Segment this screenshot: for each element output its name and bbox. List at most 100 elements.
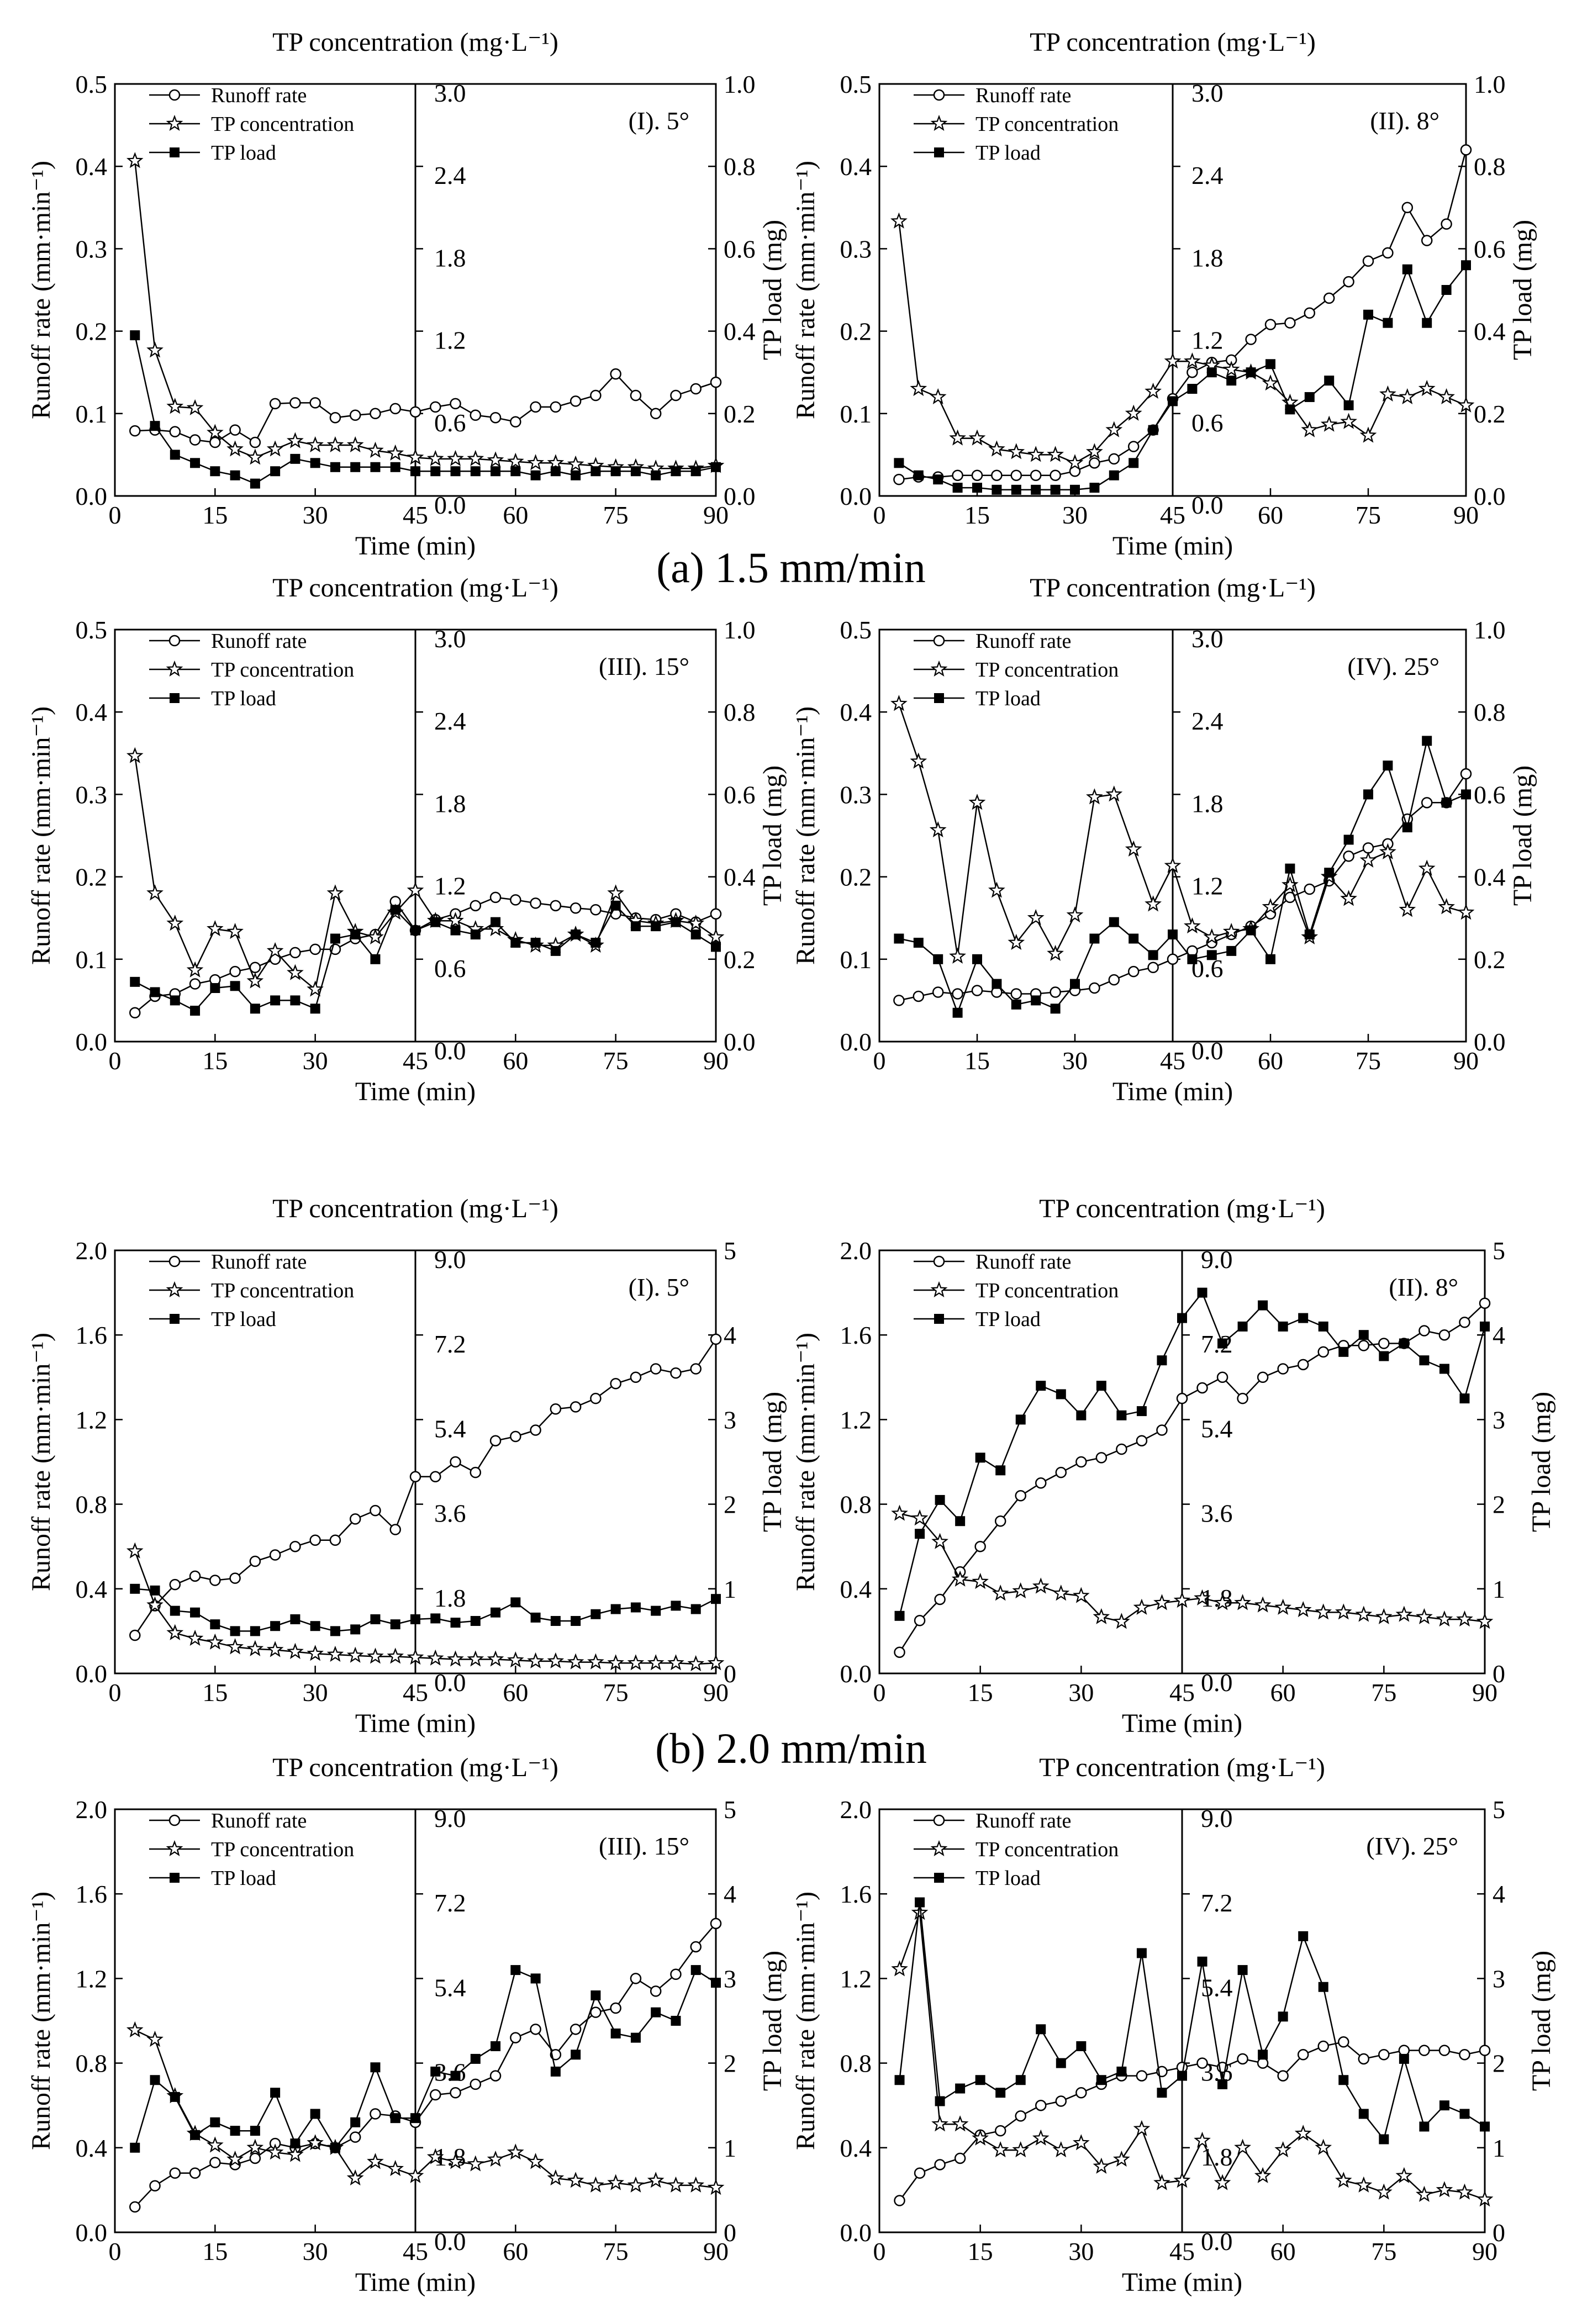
data-point [1237,1392,1248,1404]
data-point [407,2167,424,2183]
data-point [1318,1321,1328,1332]
data-point [370,462,381,472]
data-point [130,330,140,341]
concentration-tick-label: 5.4 [434,1973,466,2001]
concentration-tick-label: 5.4 [1201,1414,1233,1443]
data-point [430,2066,441,2077]
data-point [470,929,481,940]
data-point [1184,917,1201,934]
right-tick-label: 1 [1493,2134,1505,2162]
data-point [1010,988,1022,1000]
data-point [934,1593,946,1605]
legend-marker [934,693,944,703]
data-point [309,397,321,409]
data-point [893,473,905,485]
data-point [190,2130,201,2140]
data-point [913,470,924,480]
data-point [489,1435,502,1446]
data-point [1113,1613,1130,1629]
series-runoff-rate [129,1333,722,1641]
right-tick-label: 1.0 [1474,616,1506,644]
data-point [1254,1596,1272,1613]
data-point [230,2126,240,2136]
data-point [1089,483,1100,493]
data-point [1157,1355,1167,1366]
data-point [250,2126,260,2136]
right-tick-label: 0.8 [724,152,756,181]
right-tick-label: 2 [1493,2050,1505,2078]
data-point [1399,2053,1409,2064]
legend-label: TP load [211,141,276,165]
data-point [1194,2131,1211,2148]
data-point [1436,1610,1453,1627]
data-point [1274,1598,1291,1615]
data-point [607,884,624,901]
data-point [510,2032,521,2043]
data-point [467,1650,484,1667]
x-tick-label: 90 [703,1047,729,1075]
data-point [530,1612,541,1623]
data-point [933,954,943,964]
right-tick-label: 0.0 [1474,1028,1506,1056]
data-point [189,434,201,446]
data-point [1031,995,1041,1006]
data-point [1324,868,1335,878]
data-point [1294,1601,1312,1618]
x-tick-label: 90 [1453,501,1479,529]
data-point [711,1594,721,1604]
data-point [571,2050,581,2060]
left-tick-label: 0.0 [840,2219,872,2247]
data-point [590,1990,601,2001]
data-point [1167,953,1179,965]
data-point [671,917,681,927]
data-point [1030,469,1042,481]
data-point [1378,1338,1390,1349]
data-point [1457,904,1475,920]
data-point [1148,425,1158,435]
data-point [1340,413,1357,429]
data-point [630,1602,641,1613]
right-tick-label: 0.0 [724,1028,756,1056]
data-point [711,1978,721,1988]
chart-panel-3: 0 15 30 45 60 75 90 Time (min) 0.0 0.1 0.2 0.3 0.4 0.… [27,573,787,1106]
data-point [1317,2040,1329,2052]
data-point [955,1516,966,1527]
right-tick-label: 1 [724,2134,736,2162]
data-point [710,908,722,920]
data-point [1459,2049,1470,2061]
right-tick-label: 5 [1493,1237,1505,1265]
concentration-tick-label: 3.0 [1191,625,1224,653]
data-point [1480,1321,1490,1332]
data-point [1145,382,1162,399]
right-tick-label: 4 [1493,1321,1505,1349]
legend-label: Runoff rate [211,1250,307,1274]
data-point [530,401,541,413]
data-point [307,2134,324,2151]
data-point [690,1363,702,1375]
concentration-tick-label: 7.2 [1201,1330,1233,1358]
concentration-tick-label: 0.0 [1191,491,1224,519]
data-point [1383,760,1393,771]
data-point [250,478,260,489]
legend: Runoff rate TP concentration TP load [149,84,354,165]
left-tick-label: 0.1 [840,400,872,428]
data-point [467,450,484,466]
data-point [450,466,461,477]
data-point [527,2153,544,2169]
data-point [590,1392,602,1404]
data-point [250,1003,260,1014]
legend-label: Runoff rate [975,84,1071,107]
right-tick-label: 3 [1493,1406,1505,1434]
data-point [650,1363,662,1375]
concentration-tick-label: 1.8 [434,244,466,272]
concentration-tick-label: 2.4 [1191,707,1224,735]
data-point [270,995,281,1006]
data-point [1125,404,1142,421]
panel-label: (I). 5° [629,107,689,135]
data-point [1324,376,1335,386]
data-point [1008,443,1025,459]
panel-label: (II). 8° [1389,1273,1458,1301]
data-point [1127,441,1140,452]
